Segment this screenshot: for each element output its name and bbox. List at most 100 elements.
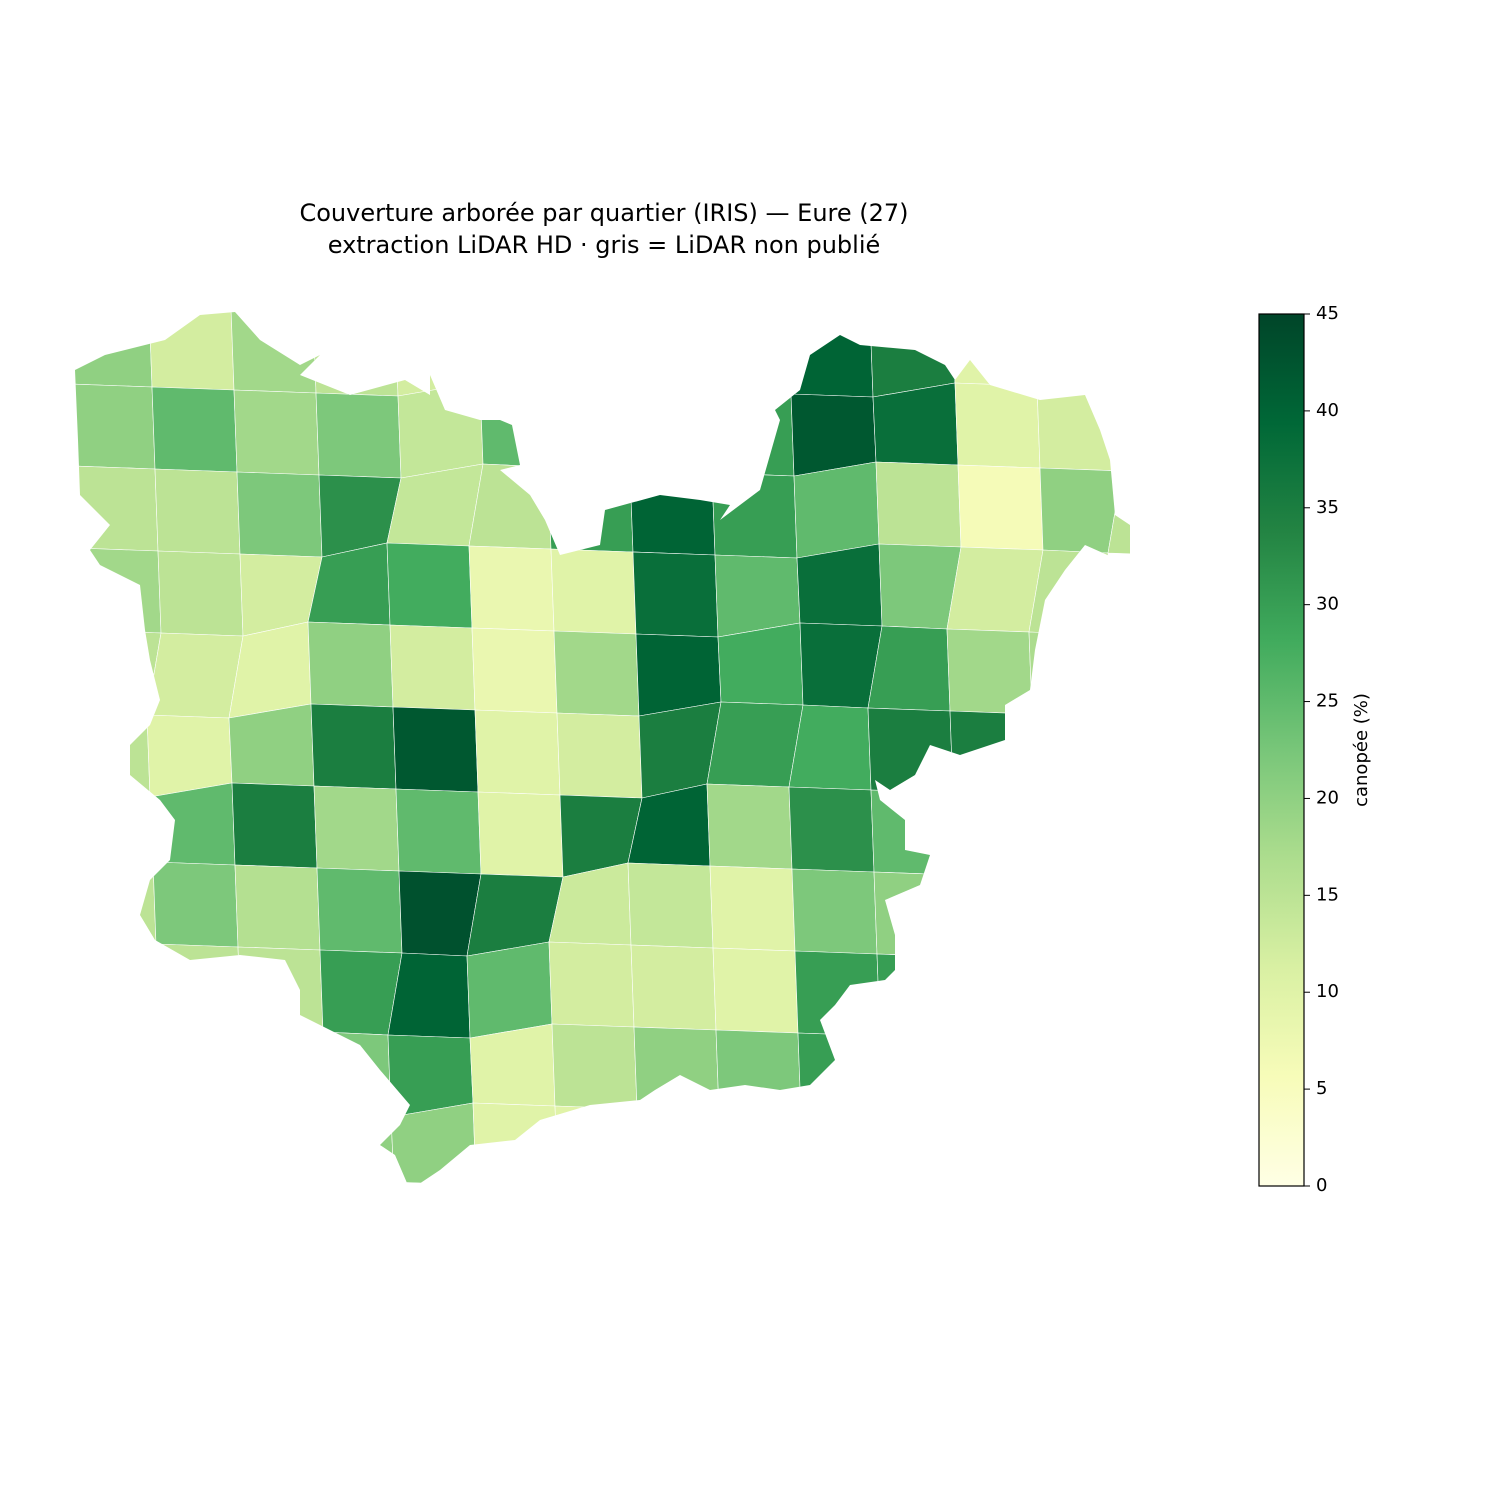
iris-region [706, 701, 804, 788]
iris-region [633, 1026, 720, 1113]
iris-region [477, 791, 564, 878]
iris-region [146, 632, 244, 719]
iris-region [553, 630, 640, 717]
iris-region [313, 785, 400, 872]
iris-region [146, 714, 233, 798]
iris-region [630, 944, 717, 1031]
colorbar-tick-label: 40 [1316, 400, 1339, 421]
iris-region [708, 390, 795, 477]
iris-region [1028, 631, 1115, 718]
colorbar-tick-label: 15 [1316, 884, 1339, 905]
colorbar [1258, 313, 1305, 1187]
iris-region [873, 871, 960, 958]
iris-region [706, 783, 793, 870]
iris-region [1039, 467, 1123, 554]
iris-region [395, 788, 482, 875]
iris-region [236, 471, 323, 558]
iris-region [711, 472, 798, 559]
iris-region [75, 465, 159, 552]
iris-region [869, 314, 956, 398]
colorbar-tick-label: 30 [1316, 594, 1339, 615]
iris-region [717, 622, 804, 706]
iris-region [398, 870, 482, 957]
iris-region [315, 392, 402, 479]
iris-region [75, 711, 151, 798]
iris-region [797, 1032, 884, 1119]
iris-region [151, 386, 238, 473]
iris-region [632, 551, 719, 638]
iris-region [308, 1113, 395, 1190]
iris-region [554, 1105, 641, 1190]
iris-region [479, 381, 563, 468]
iris-region [310, 703, 397, 790]
iris-region [946, 546, 1044, 633]
iris-region [234, 864, 321, 951]
iris-region [148, 312, 235, 391]
iris-region [75, 312, 153, 388]
colorbar-tick-label: 35 [1316, 497, 1339, 518]
iris-region [547, 466, 634, 553]
map-title: Couverture arborée par quartier (IRIS) —… [299, 199, 908, 227]
iris-region [870, 789, 957, 876]
iris-region [799, 622, 883, 709]
iris-region [709, 865, 796, 952]
iris-region [468, 463, 552, 550]
iris-region [466, 941, 553, 1039]
colorbar-tick-label: 5 [1316, 1078, 1327, 1099]
iris-region [392, 706, 479, 793]
iris-region [386, 542, 473, 629]
iris-region [788, 704, 872, 791]
map-subtitle: extraction LiDAR HD · gris = LiDAR non p… [328, 231, 881, 259]
iris-region [75, 793, 154, 877]
iris-region [231, 782, 318, 869]
iris-region [1036, 385, 1123, 472]
iris-region [787, 312, 874, 398]
colorbar-tick-label: 45 [1316, 303, 1339, 324]
iris-region [876, 953, 963, 1037]
iris-region [793, 461, 880, 559]
iris-region [1107, 470, 1130, 557]
iris-region [550, 548, 637, 635]
iris-region [635, 633, 722, 717]
iris-region [75, 861, 157, 959]
iris-region [319, 949, 403, 1036]
iris-region [228, 703, 315, 787]
iris-region [468, 545, 555, 632]
iris-region [78, 629, 162, 716]
iris-region [788, 786, 875, 873]
iris-region [1033, 312, 1120, 390]
iris-region [394, 313, 481, 397]
iris-region [152, 861, 239, 948]
iris-region [878, 543, 962, 630]
iris-region [551, 1023, 638, 1110]
iris-region [387, 952, 471, 1039]
iris-region [796, 543, 883, 627]
iris-region [474, 709, 561, 796]
iris-region [1028, 549, 1112, 636]
iris-region [149, 782, 236, 866]
colorbar-tick-label: 20 [1316, 787, 1339, 808]
iris-region [154, 468, 241, 555]
colorbar-tick-label: 25 [1316, 691, 1339, 712]
iris-region [951, 312, 1038, 387]
iris-region [957, 464, 1044, 551]
iris-region [946, 628, 1033, 715]
iris-region [715, 1029, 802, 1116]
iris-region [472, 1102, 559, 1189]
iris-region [790, 393, 877, 477]
colorbar-label: canopée (%) [1351, 693, 1372, 807]
iris-region [954, 382, 1041, 469]
region-layer [75, 312, 1130, 1190]
iris-region [157, 550, 244, 637]
iris-region [469, 1023, 556, 1107]
iris-region [307, 621, 394, 708]
iris-region [389, 624, 476, 711]
iris-region [548, 941, 635, 1028]
colorbar-tick-label: 10 [1316, 981, 1339, 1002]
iris-region [75, 383, 156, 470]
iris-region [312, 312, 399, 397]
iris-region [949, 710, 1036, 797]
iris-region [316, 867, 403, 954]
iris-region [233, 389, 320, 476]
iris-region [556, 712, 643, 799]
